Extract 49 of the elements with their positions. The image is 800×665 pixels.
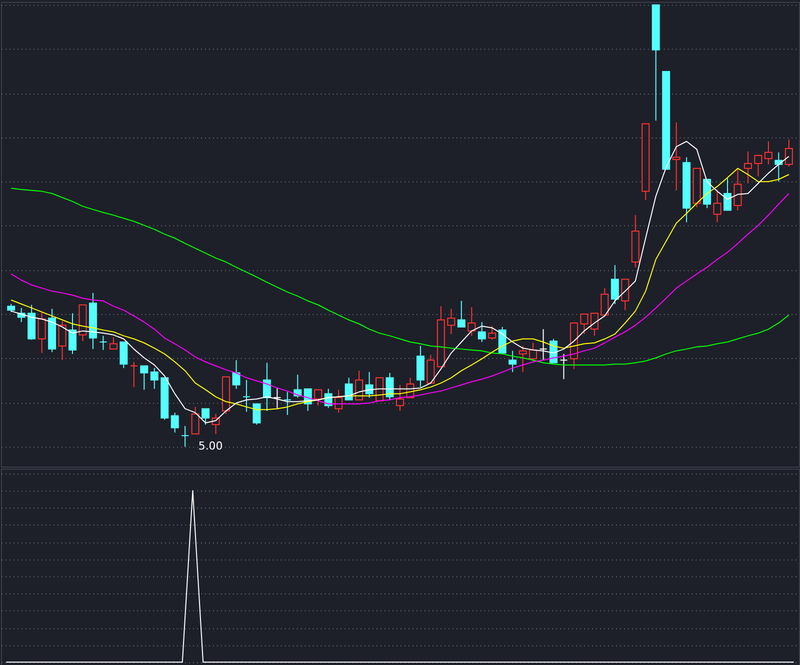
candlestick xyxy=(610,264,619,304)
candlestick xyxy=(478,322,486,342)
candlestick xyxy=(396,384,404,412)
candlestick xyxy=(672,122,680,191)
candlestick xyxy=(784,139,793,168)
candlestick xyxy=(488,326,496,340)
candlestick xyxy=(468,306,476,336)
candlestick xyxy=(713,189,722,223)
candlestick xyxy=(170,412,179,434)
annotation: 5.00 xyxy=(198,440,223,453)
candlestick xyxy=(724,178,732,211)
candlestick xyxy=(344,377,353,400)
candlestick xyxy=(580,314,588,335)
candlestick xyxy=(529,342,538,362)
candlestick xyxy=(621,278,630,311)
candlestick xyxy=(130,361,138,388)
candlestick xyxy=(764,140,772,165)
candlestick xyxy=(539,328,548,361)
candlestick xyxy=(355,370,364,400)
candlestick xyxy=(181,425,190,448)
candlestick xyxy=(38,311,46,354)
candlestick xyxy=(99,335,108,350)
candlestick xyxy=(252,403,261,426)
candlestick xyxy=(416,345,424,388)
candlestick xyxy=(508,350,517,373)
candlestick xyxy=(120,341,128,369)
candlestick xyxy=(191,406,200,434)
candlestick xyxy=(140,365,148,390)
candlestick xyxy=(734,168,742,211)
candlestick xyxy=(109,336,118,350)
candlestick xyxy=(273,387,282,410)
candlestick xyxy=(283,391,292,416)
candlestick xyxy=(242,379,250,412)
candlestick xyxy=(426,354,435,384)
candlestick xyxy=(314,389,322,406)
candlestick xyxy=(457,300,466,328)
candlestick xyxy=(232,360,240,390)
candlestick xyxy=(68,312,76,354)
candlestick xyxy=(754,154,762,177)
candlestick xyxy=(590,312,598,336)
candlestick xyxy=(150,368,158,390)
candlestick xyxy=(447,308,456,335)
candlestick xyxy=(600,288,609,316)
candlestick xyxy=(518,345,527,373)
candlestick xyxy=(58,320,66,361)
candlestick xyxy=(744,151,752,184)
candlestick xyxy=(560,353,568,380)
candlestick xyxy=(334,389,343,414)
candlestick xyxy=(202,408,210,426)
